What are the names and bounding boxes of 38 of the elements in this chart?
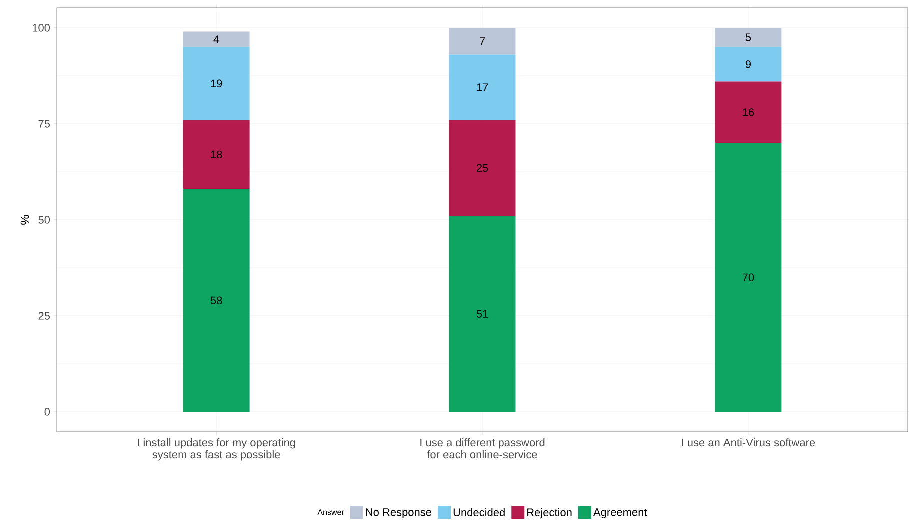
data-label: 70 [742, 274, 754, 282]
x-tick-label: I install updates for my operating system as fast as possible [138, 438, 296, 461]
data-label: 4 [214, 36, 220, 44]
y-tick-label: 0 [44, 408, 50, 416]
data-label: 18 [211, 150, 222, 159]
bar [183, 47, 250, 120]
data-label: 51 [476, 310, 488, 318]
bar [449, 28, 516, 55]
y-tick-label: 50 [38, 216, 50, 224]
bar [449, 54, 516, 120]
x-tick-label: I use an Anti-Virus software [682, 438, 816, 447]
data-label: 7 [480, 38, 486, 46]
legend-label: No Response [366, 508, 432, 518]
x-tick-label: I use a different password for each online-service [420, 438, 545, 459]
y-axis-title: % [20, 215, 30, 225]
bar [183, 120, 250, 190]
bar [715, 143, 782, 412]
data-label: 9 [746, 60, 751, 68]
data-label: 19 [211, 80, 222, 88]
data-label: 25 [476, 164, 488, 172]
bar [449, 216, 516, 412]
legend-title: Answer [318, 510, 344, 516]
bar [715, 82, 782, 144]
bar [449, 120, 516, 216]
bar [183, 32, 250, 48]
bar [715, 28, 782, 48]
legend-label: Undecided [454, 508, 505, 516]
y-tick-label: 100 [32, 24, 50, 32]
data-label: 17 [477, 84, 488, 92]
bar [183, 189, 250, 412]
y-tick-label: 75 [38, 120, 50, 128]
data-label: 16 [743, 108, 754, 116]
data-label: 58 [210, 296, 222, 305]
y-tick-label: 25 [38, 312, 50, 320]
legend-label: Agreement [594, 508, 648, 518]
bar [715, 47, 782, 82]
legend-label: Rejection [528, 508, 572, 519]
data-label: 5 [746, 34, 752, 42]
